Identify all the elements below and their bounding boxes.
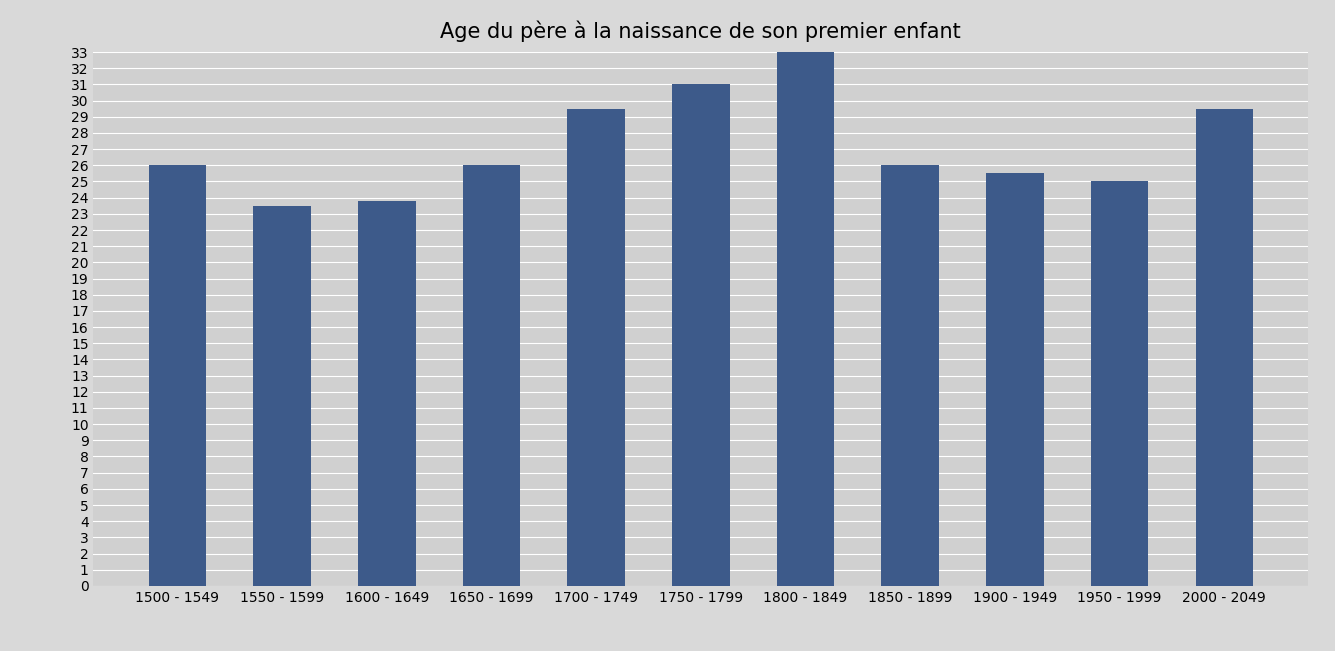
Bar xyxy=(1196,109,1254,586)
Bar xyxy=(1091,182,1148,586)
Bar xyxy=(567,109,625,586)
Bar xyxy=(881,165,939,586)
Bar xyxy=(358,201,415,586)
Title: Age du père à la naissance de son premier enfant: Age du père à la naissance de son premie… xyxy=(441,21,961,42)
Bar xyxy=(148,165,206,586)
Bar xyxy=(672,85,730,586)
Bar xyxy=(987,173,1044,586)
Bar xyxy=(463,165,521,586)
Bar xyxy=(777,52,834,586)
Bar xyxy=(254,206,311,586)
